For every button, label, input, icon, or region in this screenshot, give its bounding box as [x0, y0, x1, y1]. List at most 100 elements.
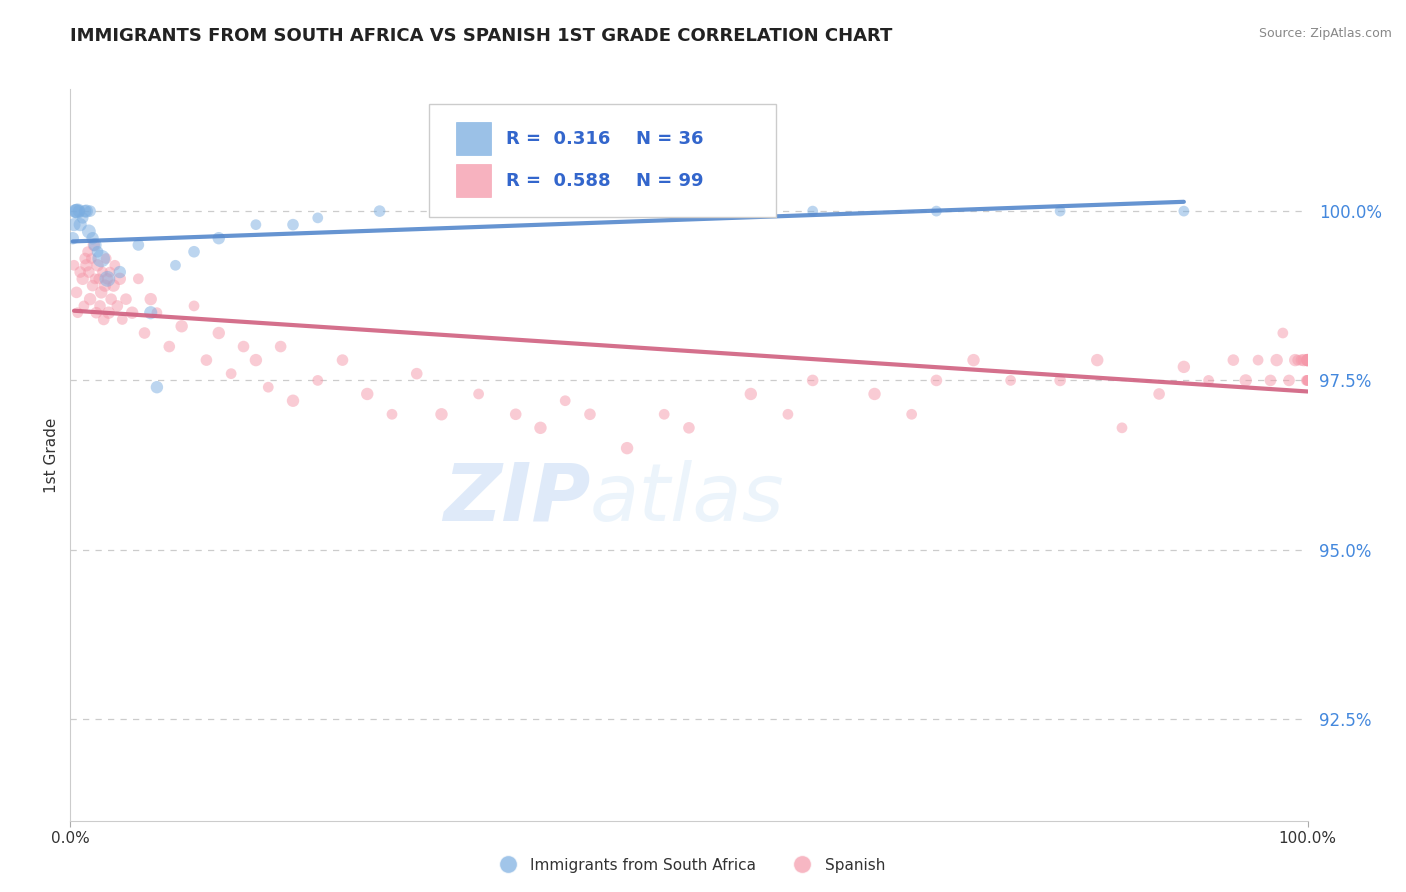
Point — [678, 421, 700, 435]
Point — [77, 224, 100, 238]
Point — [1278, 373, 1301, 387]
Point — [1295, 373, 1317, 387]
Point — [87, 272, 110, 286]
Point — [127, 272, 149, 286]
Point — [1291, 353, 1313, 368]
Point — [1234, 373, 1257, 387]
Point — [1296, 353, 1319, 368]
Text: IMMIGRANTS FROM SOUTH AFRICA VS SPANISH 1ST GRADE CORRELATION CHART: IMMIGRANTS FROM SOUTH AFRICA VS SPANISH … — [70, 27, 893, 45]
Point — [678, 204, 700, 219]
Point — [75, 258, 97, 272]
Point — [492, 204, 515, 219]
Point — [801, 373, 824, 387]
Point — [1173, 359, 1195, 374]
Point — [1286, 353, 1309, 368]
Point — [183, 244, 205, 259]
Point — [62, 231, 84, 245]
Point — [368, 204, 391, 219]
Point — [1296, 373, 1319, 387]
Point — [307, 373, 329, 387]
Point — [740, 387, 762, 401]
Point — [1198, 373, 1220, 387]
Point — [82, 278, 104, 293]
Point — [579, 407, 602, 421]
Point — [170, 319, 193, 334]
Text: N = 99: N = 99 — [636, 171, 703, 190]
Point — [1247, 353, 1270, 368]
Point — [72, 272, 94, 286]
Text: atlas: atlas — [591, 459, 785, 538]
Point — [616, 441, 638, 455]
Y-axis label: 1st Grade: 1st Grade — [44, 417, 59, 492]
Point — [1265, 353, 1288, 368]
Point — [1296, 373, 1319, 387]
Point — [430, 407, 453, 421]
Point — [1296, 353, 1319, 368]
Text: R =  0.316: R = 0.316 — [506, 130, 610, 148]
Point — [79, 292, 101, 306]
Point — [1260, 373, 1282, 387]
Point — [430, 204, 453, 219]
Point — [89, 299, 111, 313]
Point — [139, 306, 162, 320]
Point — [307, 211, 329, 225]
Point — [208, 231, 231, 245]
Point — [1111, 421, 1133, 435]
Point — [529, 421, 551, 435]
Text: N = 36: N = 36 — [636, 130, 703, 148]
Point — [157, 340, 180, 354]
Point — [67, 204, 90, 219]
Point — [281, 218, 304, 232]
FancyBboxPatch shape — [457, 122, 491, 155]
Point — [776, 407, 799, 421]
Point — [554, 393, 576, 408]
Point — [863, 387, 886, 401]
Point — [96, 272, 118, 286]
Point — [94, 278, 117, 293]
Point — [77, 265, 100, 279]
Point — [84, 238, 107, 252]
Point — [1085, 353, 1108, 368]
Point — [65, 204, 87, 219]
Point — [1284, 353, 1306, 368]
Point — [80, 252, 103, 266]
Point — [75, 204, 97, 219]
Point — [86, 258, 108, 272]
Point — [925, 373, 948, 387]
Point — [467, 387, 489, 401]
FancyBboxPatch shape — [457, 164, 491, 197]
Point — [76, 244, 98, 259]
Point — [381, 407, 404, 421]
Point — [115, 292, 138, 306]
Point — [195, 353, 218, 368]
Point — [108, 272, 131, 286]
Point — [1296, 353, 1319, 368]
Point — [1000, 373, 1022, 387]
Point — [97, 306, 120, 320]
Point — [1292, 353, 1315, 368]
Point — [900, 407, 922, 421]
Point — [75, 252, 97, 266]
Point — [1049, 373, 1071, 387]
Point — [98, 265, 121, 279]
Point — [127, 238, 149, 252]
Point — [96, 252, 118, 266]
Point — [93, 312, 115, 326]
Point — [91, 265, 114, 279]
Point — [63, 258, 86, 272]
Point — [111, 312, 134, 326]
Point — [90, 252, 112, 266]
Point — [1173, 204, 1195, 219]
Point — [146, 306, 169, 320]
Point — [245, 353, 267, 368]
Point — [219, 367, 242, 381]
FancyBboxPatch shape — [429, 103, 776, 218]
Point — [257, 380, 280, 394]
Point — [134, 326, 156, 340]
Point — [245, 218, 267, 232]
Point — [69, 265, 91, 279]
Point — [121, 306, 143, 320]
Point — [183, 299, 205, 313]
Point — [100, 292, 122, 306]
Point — [86, 244, 108, 259]
